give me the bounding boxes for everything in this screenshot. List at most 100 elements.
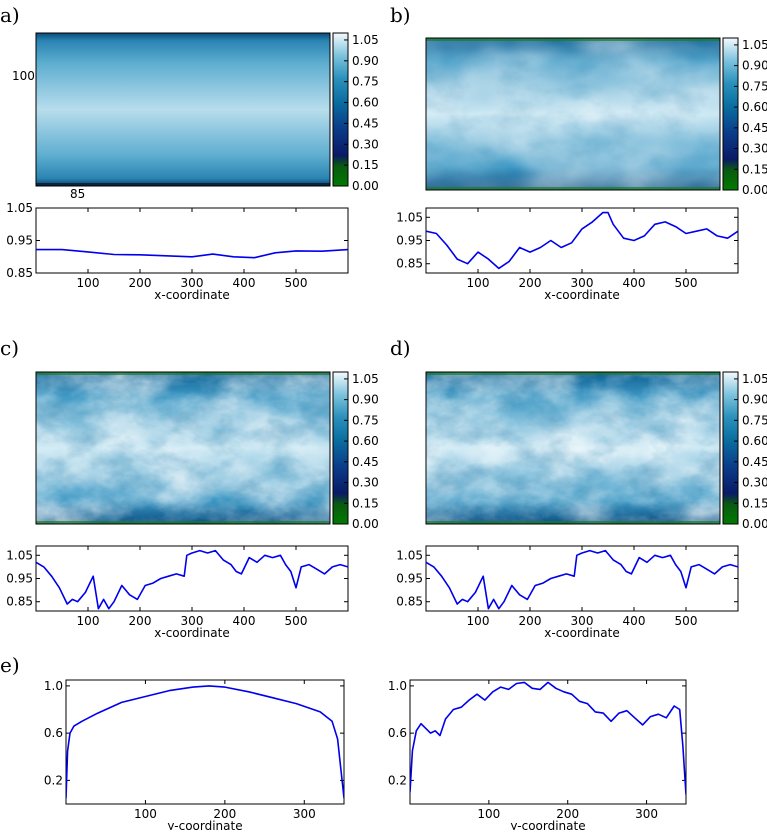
plot-frame <box>425 545 739 612</box>
y-tick-label: 0.85 <box>6 266 33 280</box>
colorbar-d: 1.05 0.90 0.75 0.60 0.45 0.30 0.15 0.00 <box>722 371 767 531</box>
series-line <box>426 211 738 270</box>
y-tick-label: 0.6 <box>44 726 63 740</box>
x-tick-label: 200 <box>129 276 152 290</box>
plot-frame <box>425 207 739 274</box>
colorbar-tick-label: 0.30 <box>742 142 767 156</box>
panel-label-e: e) <box>0 653 20 677</box>
x-tick-label: 100 <box>467 276 490 290</box>
heatmap-edge-band <box>426 187 720 190</box>
colorbar-tick-label: 0.75 <box>352 413 379 427</box>
colorbar-tick-label: 0.60 <box>742 100 767 114</box>
x-tick-label: 400 <box>233 276 256 290</box>
profile-plot-d: 100 200 300 400 500 1.05 0.95 0.85 x-coordinate <box>396 545 739 640</box>
colorbar-c: 1.05 0.90 0.75 0.60 0.45 0.30 0.15 0.00 <box>332 371 379 531</box>
x-tick-label: 100 <box>77 276 100 290</box>
heatmap-edge-band <box>36 521 330 524</box>
heatmap-frame <box>425 371 721 525</box>
x-tick-label: 300 <box>181 614 204 628</box>
colorbar-tick-label: 0.60 <box>352 434 379 448</box>
heatmap-a-ylabel: 100 <box>12 69 35 83</box>
y-tick-label: 0.95 <box>396 234 423 248</box>
x-tick-label: 400 <box>623 276 646 290</box>
y-tick-label: 0.95 <box>6 234 33 248</box>
colorbar-tick-label: 1.05 <box>352 33 379 47</box>
panel-label-a: a) <box>0 3 20 27</box>
colorbar-tick-label: 0.30 <box>742 476 767 490</box>
y-tick-label: 0.85 <box>6 595 33 609</box>
heatmap-edge-band <box>426 521 720 524</box>
x-axis-label: x-coordinate <box>154 288 229 302</box>
x-tick-label: 500 <box>675 614 698 628</box>
x-tick-label: 300 <box>293 807 316 821</box>
colorbar-tick-label: 0.00 <box>742 183 767 197</box>
y-tick-label: 0.6 <box>388 726 407 740</box>
x-axis-label: y-coordinate <box>167 819 242 830</box>
x-tick-label: 300 <box>181 276 204 290</box>
heatmap-dark-texture <box>36 372 330 524</box>
x-tick-label: 100 <box>477 807 500 821</box>
x-tick-label: 100 <box>77 614 100 628</box>
plot-frame <box>409 679 687 805</box>
x-tick-label: 100 <box>134 807 157 821</box>
profile-plot-e-right: 100 200 300 1.0 0.6 0.2 y-coordinate <box>388 679 687 833</box>
x-tick-label: 200 <box>519 614 542 628</box>
colorbar-tick-label: 0.15 <box>352 496 379 510</box>
series-line <box>36 549 348 610</box>
y-tick-label: 1.0 <box>388 679 407 693</box>
heatmap-edge-band <box>36 183 330 186</box>
series-line <box>36 248 348 259</box>
colorbar-tick-label: 0.45 <box>352 455 379 469</box>
series-line <box>410 681 686 795</box>
colorbar-tick-label: 0.60 <box>742 434 767 448</box>
colorbar-tick-label: 0.45 <box>742 455 767 469</box>
colorbar-tick-label: 1.05 <box>352 372 379 386</box>
x-tick-label: 500 <box>675 276 698 290</box>
colorbar-scale <box>332 32 349 187</box>
heatmap-c <box>35 371 331 525</box>
heatmap-a <box>35 32 331 187</box>
colorbar-tick-label: 0.75 <box>742 79 767 93</box>
panel-label-c: c) <box>0 336 19 360</box>
y-tick-label: 1.05 <box>396 210 423 224</box>
heatmap-dark-texture <box>426 38 720 190</box>
colorbar-tick-label: 0.00 <box>352 517 379 531</box>
x-tick-label: 200 <box>129 614 152 628</box>
x-axis-label: x-coordinate <box>544 626 619 640</box>
plot-frame <box>35 207 349 274</box>
x-tick-label: 400 <box>623 614 646 628</box>
heatmap-edge-band <box>36 372 330 375</box>
heatmap-edge-band <box>426 372 720 375</box>
colorbar-tick-label: 0.75 <box>742 413 767 427</box>
y-tick-label: 0.2 <box>44 773 63 787</box>
colorbar-tick-label: 0.45 <box>352 116 379 130</box>
colorbar-tick-label: 0.60 <box>352 96 379 110</box>
colorbar-tick-label: 0.00 <box>352 179 379 193</box>
x-tick-label: 400 <box>233 614 256 628</box>
heatmap-edge-band <box>426 38 720 41</box>
heatmap-frame <box>35 32 331 187</box>
plot-frame <box>35 545 349 612</box>
y-tick-label: 0.95 <box>6 572 33 586</box>
x-tick-label: 300 <box>571 276 594 290</box>
y-tick-label: 0.85 <box>396 595 423 609</box>
profile-plot-a: 100 200 300 400 500 1.05 0.95 0.85 x-coordinate <box>6 201 349 302</box>
x-tick-label: 100 <box>467 614 490 628</box>
x-tick-label: 500 <box>285 614 308 628</box>
colorbar-scale <box>332 371 349 525</box>
colorbar-tick-label: 0.30 <box>352 137 379 151</box>
colorbar-tick-label: 0.90 <box>742 393 767 407</box>
x-axis-label: x-coordinate <box>154 626 229 640</box>
colorbar-scale <box>722 37 739 191</box>
heatmap-b <box>425 37 721 191</box>
colorbar-tick-label: 0.45 <box>742 121 767 135</box>
y-tick-label: 1.0 <box>44 679 63 693</box>
y-tick-label: 1.05 <box>6 201 33 215</box>
colorbar-tick-label: 0.30 <box>352 476 379 490</box>
x-tick-label: 200 <box>519 276 542 290</box>
heatmap-a-xlabel: 85 <box>70 187 85 201</box>
colorbar-a: 1.05 0.90 0.75 0.60 0.45 0.30 0.15 0.00 <box>332 32 379 193</box>
profile-plot-c: 100 200 300 400 500 1.05 0.95 0.85 x-coordinate <box>6 545 349 640</box>
x-tick-label: 300 <box>635 807 658 821</box>
